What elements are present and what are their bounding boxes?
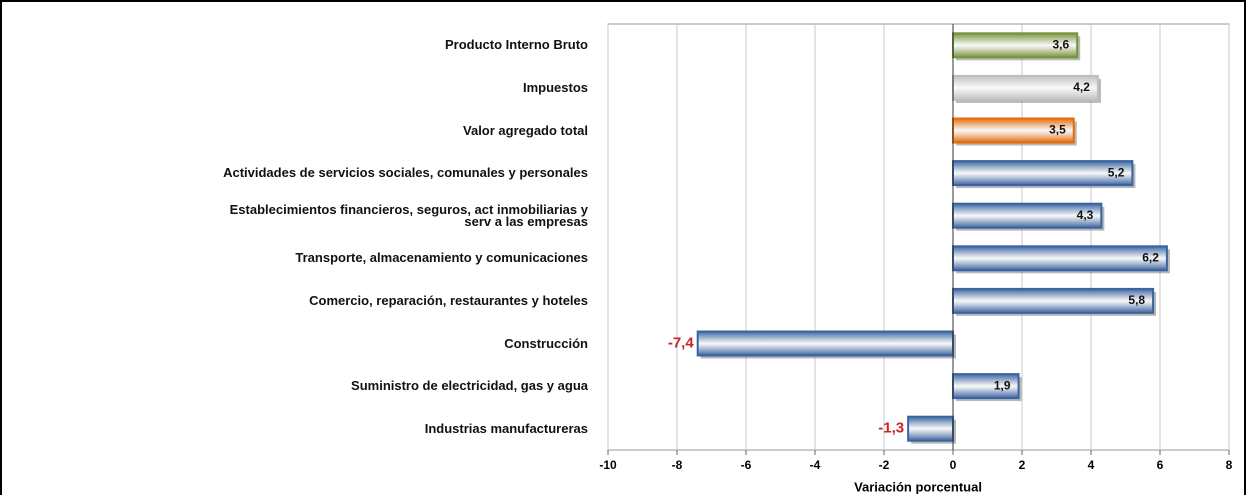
y-tick-label: Actividades de servicios sociales, comun…: [223, 165, 588, 181]
value-label: 5,8: [1128, 293, 1145, 307]
x-tick-label: 6: [1157, 458, 1164, 472]
y-tick-label: Industrias manufactureras: [424, 420, 588, 436]
bar: [952, 160, 1134, 187]
y-tick-label: Impuestos: [522, 79, 588, 95]
value-label: 3,6: [1053, 37, 1070, 51]
value-label: 4,2: [1073, 80, 1090, 94]
bar: [907, 415, 955, 442]
value-label: 4,3: [1077, 208, 1094, 222]
value-label: 6,2: [1142, 250, 1159, 264]
bar: [696, 330, 955, 357]
bar: [952, 32, 1079, 59]
x-axis-label: Variación porcentual: [854, 479, 982, 494]
bar: [952, 287, 1155, 314]
bar: [952, 117, 1075, 144]
x-tick-label: -6: [741, 458, 752, 472]
x-tick-label: 8: [1226, 458, 1233, 472]
plot-area: [607, 23, 1230, 451]
y-tick-label: Construcción: [504, 335, 588, 351]
x-tick-label: 4: [1088, 458, 1095, 472]
x-tick-label: -10: [599, 458, 617, 472]
x-tick-label: 0: [950, 458, 957, 472]
bar: [952, 245, 1168, 272]
bar: [952, 74, 1099, 101]
y-tick-label: Transporte, almacenamiento y comunicacio…: [295, 250, 588, 266]
y-tick-label: Establecimientos financieros, seguros, a…: [229, 201, 588, 229]
x-tick-label: -2: [879, 458, 890, 472]
value-label: 3,5: [1049, 123, 1066, 137]
bar: [952, 373, 1020, 400]
value-label: 1,9: [994, 378, 1011, 392]
x-tick-label: -4: [810, 458, 821, 472]
x-tick-label: -8: [672, 458, 683, 472]
y-tick-label: Comercio, reparación, restaurantes y hot…: [309, 292, 588, 308]
y-tick-label: Suministro de electricidad, gas y agua: [351, 378, 588, 394]
x-tick-label: 2: [1019, 458, 1026, 472]
y-tick-label: Valor agregado total: [463, 122, 588, 138]
y-tick-label: Producto Interno Bruto: [445, 37, 588, 53]
value-label: -7,4: [668, 334, 695, 351]
value-label: 5,2: [1108, 165, 1125, 179]
value-label: -1,3: [878, 420, 904, 437]
